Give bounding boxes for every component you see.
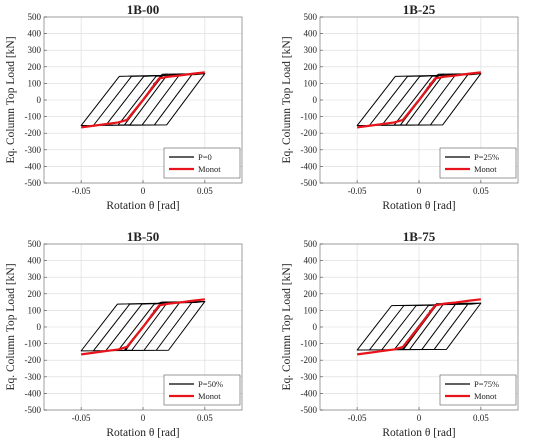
y-tick-label: -300 [301,372,318,382]
x-axis-label: Rotation θ [rad] [382,200,455,212]
series-line-Monot [356,298,482,356]
legend-label-P=25%: P=25% [474,152,499,162]
series-line-Monot [80,298,206,356]
legend-box [439,374,517,406]
x-tick-label: -0.05 [72,186,91,196]
x-tick-label: -0.05 [348,413,367,423]
y-axis-label: Eq. Column Top Load [kN] [281,36,293,163]
y-tick-label: -400 [301,161,318,171]
y-tick-label: -100 [25,339,42,349]
y-tick-label: 0 [37,322,42,332]
y-tick-label: 0 [313,95,318,105]
plot-area [356,71,482,129]
y-tick-label: 500 [28,12,42,22]
legend-label-Monot: Monot [198,391,221,401]
legend: P=25% Monot [439,147,517,179]
y-tick-label: 500 [304,239,318,249]
y-tick-label: -100 [301,112,318,122]
y-tick-label: -400 [301,388,318,398]
y-tick-label: 200 [304,62,318,72]
y-tick-label: -200 [25,128,42,138]
y-tick-label: 200 [304,289,318,299]
plot-area [80,71,206,129]
y-tick-label: 200 [28,62,42,72]
y-tick-label: -400 [25,388,42,398]
series-line-Monot [356,71,482,129]
x-tick-label: 0.05 [197,186,213,196]
legend-box [439,147,517,179]
y-tick-label: -200 [301,128,318,138]
legend-label-P=0: P=0 [198,152,212,162]
y-tick-label: 400 [304,256,318,266]
y-tick-label: 0 [313,322,318,332]
y-tick-label: -500 [301,178,318,188]
plot-area [80,298,206,356]
subplot-title: 1B-75 [403,229,436,244]
legend-label-P=75%: P=75% [474,379,499,389]
y-axis-label: Eq. Column Top Load [kN] [281,263,293,390]
y-tick-label: 300 [28,272,42,282]
x-tick-label: 0.05 [197,413,213,423]
legend: P=75% Monot [439,374,517,406]
y-axis-label: Eq. Column Top Load [kN] [5,263,17,390]
y-tick-label: 400 [28,256,42,266]
y-tick-label: 100 [304,305,318,315]
legend-box [163,374,241,406]
subplot-title: 1B-00 [127,2,160,17]
y-tick-label: -500 [25,178,42,188]
y-tick-label: -400 [25,161,42,171]
series-line-Monot [80,71,206,129]
y-tick-label: -300 [25,372,42,382]
x-tick-label: -0.05 [72,413,91,423]
y-tick-label: 300 [304,45,318,55]
subplot-title: 1B-50 [127,229,160,244]
y-tick-label: -300 [301,145,318,155]
y-tick-label: -200 [25,355,42,365]
x-tick-label: 0.05 [473,413,489,423]
x-tick-label: 0 [417,186,422,196]
y-tick-label: 300 [304,272,318,282]
legend-label-Monot: Monot [474,391,497,401]
x-tick-label: 0 [141,413,146,423]
legend-label-Monot: Monot [198,164,221,174]
y-tick-label: 500 [304,12,318,22]
x-tick-label: 0.05 [473,186,489,196]
y-tick-label: -100 [301,339,318,349]
y-tick-label: 100 [28,78,42,88]
y-tick-label: -300 [25,145,42,155]
legend: P=0 Monot [163,147,241,179]
legend-box [163,147,241,179]
subplot-1B-50: -500 -400 -300 -200 -100 0 100 200 300 400 500 -0.0… [5,229,243,439]
y-tick-label: -100 [25,112,42,122]
y-tick-label: 100 [304,78,318,88]
y-tick-label: 300 [28,45,42,55]
subplot-1B-75: -500 -400 -300 -200 -100 0 100 200 300 400 500 -0.0… [281,229,519,439]
x-tick-label: 0 [417,413,422,423]
x-axis-label: Rotation θ [rad] [106,200,179,212]
subplot-title: 1B-25 [403,2,436,17]
subplot-1B-00: -500 -400 -300 -200 -100 0 100 200 300 400 500 -0.0… [5,2,243,212]
y-tick-label: -500 [25,405,42,415]
x-axis-label: Rotation θ [rad] [106,427,179,439]
legend: P=50% Monot [163,374,241,406]
y-tick-label: -200 [301,355,318,365]
y-tick-label: 100 [28,305,42,315]
subplot-1B-25: -500 -400 -300 -200 -100 0 100 200 300 400 500 -0.0… [281,2,519,212]
y-tick-label: 400 [304,29,318,39]
y-tick-label: 0 [37,95,42,105]
y-tick-label: 200 [28,289,42,299]
y-tick-label: -500 [301,405,318,415]
y-axis-label: Eq. Column Top Load [kN] [5,36,17,163]
x-axis-label: Rotation θ [rad] [382,427,455,439]
x-tick-label: -0.05 [348,186,367,196]
x-tick-label: 0 [141,186,146,196]
y-tick-label: 500 [28,239,42,249]
legend-label-Monot: Monot [474,164,497,174]
plot-area [356,298,482,356]
legend-label-P=50%: P=50% [198,379,223,389]
y-tick-label: 400 [28,29,42,39]
